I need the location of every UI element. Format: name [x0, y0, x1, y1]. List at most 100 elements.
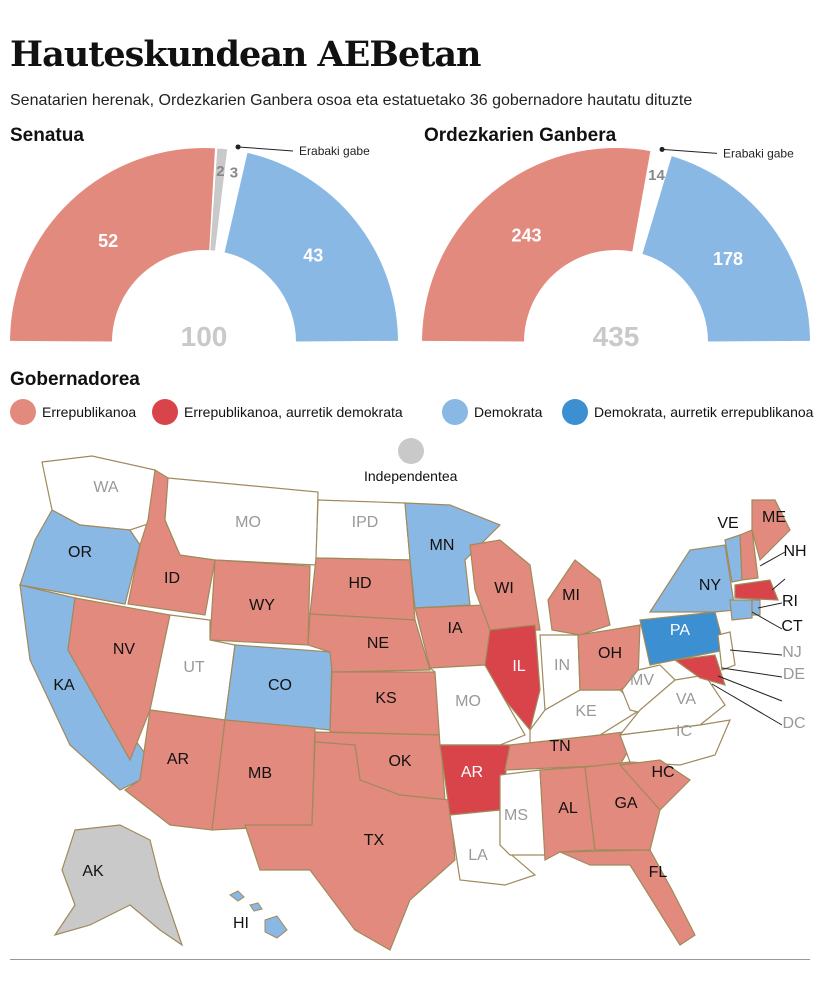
state-shape-NH [739, 529, 759, 581]
chart1-callout-line [662, 148, 718, 154]
state-label-MS: MS [504, 807, 528, 824]
state-shape-TX [244, 741, 456, 951]
chart1-value-label-2: 178 [713, 249, 743, 269]
state-label-MO: MO [235, 514, 261, 531]
state-label-NJ: NJ [782, 644, 802, 661]
legend-item-rep: Errepublikanoa [10, 399, 136, 425]
state-label-FL: FL [649, 864, 668, 881]
legend-item-ind: Independentea [364, 438, 457, 484]
state-label-MA: MA [784, 569, 808, 586]
state-label-TN: TN [549, 738, 570, 755]
state-shape-AL [539, 766, 596, 861]
state-label-KA: KA [53, 677, 75, 694]
chart1-value-label-0: 243 [512, 225, 542, 245]
state-label-MI: MI [562, 587, 580, 604]
state-shape-OR [19, 509, 141, 605]
state-label-KS: KS [375, 690, 396, 707]
state-label-UT: UT [183, 659, 205, 676]
chart0-slice-3 [224, 152, 398, 342]
leader-line [771, 578, 786, 591]
state-label-IPD: IPD [352, 514, 379, 531]
state-shape-MA [734, 579, 779, 601]
state-shape-MI [547, 559, 611, 636]
legend-label: Errepublikanoa, aurretik demokrata [184, 404, 403, 420]
state-label-CO: CO [268, 677, 292, 694]
state-shape-MS [499, 769, 546, 856]
state-label-WA: WA [93, 479, 119, 496]
page-title: Hauteskundean AEBetan [10, 34, 482, 75]
chart0-callout-label: Erabaki gabe [299, 144, 370, 158]
state-shape-NC [619, 719, 731, 766]
chart0-slice-1 [210, 148, 228, 251]
legend-item-rep-flip: Errepublikanoa, aurretik demokrata [152, 399, 403, 425]
leader-line [729, 649, 783, 656]
state-label-MO: MO [455, 693, 481, 710]
state-label-NH: NH [783, 543, 806, 560]
state-label-WY: WY [249, 597, 275, 614]
legend-swatch-rep-flip [152, 399, 178, 425]
chart1-callout-label: Erabaki gabe [723, 146, 794, 160]
state-label-AL: AL [558, 800, 578, 817]
state-label-DC: DC [782, 715, 805, 732]
leader-line [759, 551, 786, 567]
legend-item-dem: Demokrata [442, 399, 542, 425]
state-label-PA: PA [670, 622, 690, 639]
parliament-charts: 52 2 3 43 100 Erabaki gabe 243 14 178 435 Erabaki … [10, 144, 810, 352]
state-label-OK: OK [388, 753, 411, 770]
state-shape-NJ [717, 631, 736, 671]
chart1-slice-0 [422, 147, 651, 342]
legend-swatch-dem [442, 399, 468, 425]
state-label-TX: TX [364, 832, 385, 849]
legend-label: Demokrata, aurretik errepublikanoa [594, 404, 814, 420]
legend-item-dem-flip: Demokrata, aurretik errepublikanoa [562, 399, 813, 425]
state-label-NE: NE [367, 635, 389, 652]
state-shape-SC [618, 759, 691, 811]
state-label-MB: MB [248, 765, 272, 782]
leader-line [757, 602, 783, 609]
state-label-KE: KE [575, 703, 596, 720]
state-label-OR: OR [68, 544, 92, 561]
state-label-DE: DE [783, 666, 805, 683]
chart1-slice-1 [632, 150, 671, 255]
leader-line [717, 675, 783, 702]
state-label-AR: AR [167, 751, 189, 768]
chart0-value-label-3: 43 [303, 245, 323, 265]
state-label-MV: MV [630, 672, 654, 689]
bottom-divider [10, 959, 810, 960]
chart0-value-label-1: 2 [216, 163, 224, 180]
state-shape-RI [751, 599, 761, 616]
state-shape-HI [229, 890, 288, 939]
legend-swatch-rep [10, 399, 36, 425]
governor-title: Gobernadorea [10, 369, 140, 390]
chart1-callout-dot [659, 146, 665, 152]
legend-label: Demokrata [474, 404, 543, 420]
legend-label: Independentea [364, 468, 458, 484]
chart1-total: 435 [593, 321, 640, 352]
state-label-HC: HC [651, 764, 674, 781]
state-label-MD: MD [785, 691, 810, 708]
state-shape-ME [751, 499, 791, 562]
state-shape-MN [404, 502, 502, 609]
state-label-WI: WI [494, 580, 514, 597]
state-label-IA: IA [447, 620, 462, 637]
state-label-NY: NY [699, 577, 722, 594]
state-label-HI: HI [233, 915, 249, 932]
leader-line [751, 611, 783, 630]
chart0-value-label-0: 52 [98, 231, 118, 251]
state-shape-NY [648, 544, 736, 613]
chart0-value-label-2: 3 [230, 165, 238, 182]
state-label-ME: ME [762, 509, 786, 526]
chart0-callout-dot [235, 144, 241, 150]
state-label-OH: OH [598, 645, 622, 662]
governor-map [19, 455, 791, 951]
state-label-LA: LA [468, 847, 488, 864]
state-label-HD: HD [348, 575, 371, 592]
page-subtitle: Senatarien herenak, Ordezkarien Ganbera … [10, 92, 693, 109]
chart0-total: 100 [181, 321, 228, 352]
legend-swatch-dem-flip [562, 399, 588, 425]
state-label-CT: CT [781, 618, 803, 635]
chart0-slice-0 [10, 148, 216, 342]
senate-title: Senatua [10, 125, 84, 146]
legend-label: Errepublikanoa [42, 404, 137, 420]
